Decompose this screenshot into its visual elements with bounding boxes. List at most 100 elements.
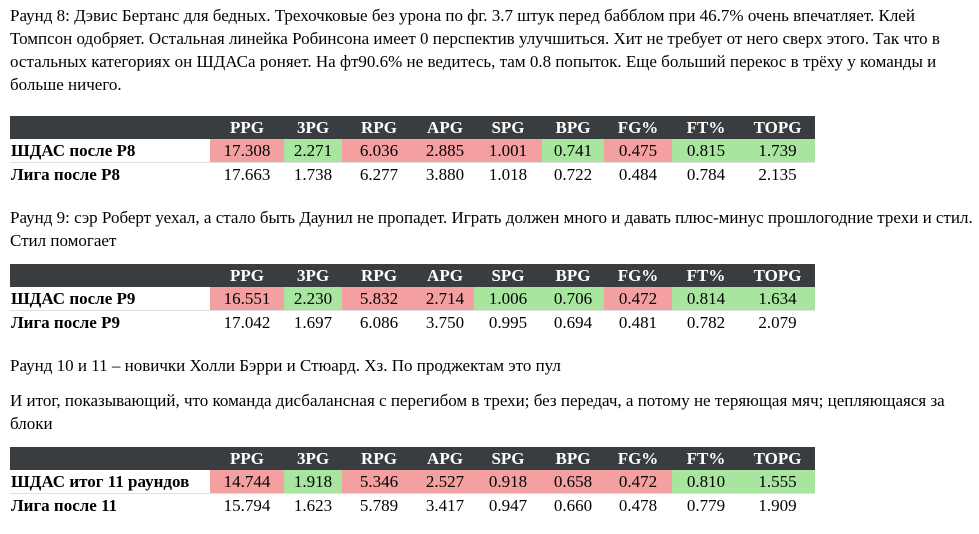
stat-cell: 0.722 [553,165,593,184]
league-row: Лига после Р9 17.042 1.697 6.086 3.750 0.995 0… [10,311,815,335]
stat-cell: 17.308 [210,139,284,163]
table-header-row: PPG 3PG RPG APG SPG BPG FG% FT% TOPG [10,116,815,139]
column-header: PPG [210,447,284,470]
stat-cell: 1.697 [293,313,333,332]
stat-cell: 1.739 [740,139,815,163]
stat-cell: 0.694 [553,313,593,332]
stats-table-1: PPG 3PG RPG APG SPG BPG FG% FT% TOPG ШДАС после Р… [10,116,815,186]
column-header: SPG [474,264,542,287]
row-label: ШДАС итог 11 раундов [10,470,210,494]
stat-cell: 5.346 [342,470,416,494]
stat-cell: 0.782 [686,313,726,332]
column-header: TOPG [740,264,815,287]
stat-cell: 0.779 [686,496,726,515]
stat-cell: 3.750 [425,313,465,332]
stat-cell: 2.230 [284,287,342,311]
column-header: FT% [672,447,740,470]
stat-cell: 2.714 [416,287,474,311]
column-header: FG% [604,447,672,470]
column-header: APG [416,447,474,470]
stat-cell: 1.909 [758,496,797,515]
paragraph-round-8: Раунд 8: Дэвис Бертанс для бедных. Трехо… [10,6,940,94]
row-label: Лига после Р9 [11,313,120,332]
stat-cell: 1.018 [488,165,528,184]
stat-cell: 0.472 [604,287,672,311]
stat-cell: 0.475 [604,139,672,163]
league-row: Лига после Р8 17.663 1.738 6.277 3.880 1.018 0… [10,163,815,187]
stat-cell: 0.660 [553,496,593,515]
stat-cell: 2.271 [284,139,342,163]
column-header: FG% [604,264,672,287]
stat-cell: 15.794 [223,496,271,515]
stat-cell: 1.006 [474,287,542,311]
column-header: RPG [342,264,416,287]
stat-cell: 0.814 [672,287,740,311]
stat-cell: 3.417 [425,496,465,515]
column-header: PPG [210,264,284,287]
row-label: Лига после Р8 [11,165,120,184]
stat-cell: 0.784 [686,165,726,184]
paragraph-summary: И итог, показывающий, что команда дисбал… [10,391,945,433]
table-header-row: PPG 3PG RPG APG SPG BPG FG% FT% TOPG [10,447,815,470]
header-blank-cell [10,447,210,470]
stat-cell: 5.832 [342,287,416,311]
stat-cell: 6.277 [359,165,399,184]
stat-cell: 5.789 [359,496,399,515]
league-row: Лига после 11 15.794 1.623 5.789 3.417 0.947 0… [10,494,815,518]
column-header: TOPG [740,116,815,139]
column-header: FG% [604,116,672,139]
column-header: SPG [474,447,542,470]
stat-cell: 16.551 [210,287,284,311]
stat-cell: 0.472 [604,470,672,494]
stat-cell: 17.042 [223,313,271,332]
column-header: APG [416,264,474,287]
column-header: SPG [474,116,542,139]
stat-cell: 1.738 [293,165,333,184]
column-header: BPG [542,116,604,139]
row-label: ШДАС после Р9 [10,287,210,311]
column-header: 3PG [284,264,342,287]
stat-cell: 6.086 [359,313,399,332]
stat-cell: 1.634 [740,287,815,311]
column-header: BPG [542,264,604,287]
stat-cell: 0.741 [542,139,604,163]
header-blank-cell [10,116,210,139]
column-header: FT% [672,116,740,139]
stat-cell: 0.810 [672,470,740,494]
stat-cell: 1.001 [474,139,542,163]
stat-cell: 0.481 [618,313,658,332]
row-label: Лига после 11 [11,496,118,515]
column-header: FT% [672,264,740,287]
stat-cell: 14.744 [210,470,284,494]
stat-cell: 1.555 [740,470,815,494]
stat-cell: 2.079 [758,313,797,332]
header-blank-cell [10,264,210,287]
stat-cell: 1.623 [293,496,333,515]
team-row: ШДАС после Р8 17.308 2.271 6.036 2.885 1.001 0… [10,139,815,163]
stat-cell: 0.478 [618,496,658,515]
stat-cell: 2.527 [416,470,474,494]
stats-table-2: PPG 3PG RPG APG SPG BPG FG% FT% TOPG ШДАС после Р… [10,264,815,334]
stat-cell: 6.036 [342,139,416,163]
stat-cell: 0.484 [618,165,658,184]
stat-cell: 2.135 [758,165,797,184]
stat-cell: 2.885 [416,139,474,163]
table-header-row: PPG 3PG RPG APG SPG BPG FG% FT% TOPG [10,264,815,287]
column-header: BPG [542,447,604,470]
stat-cell: 1.918 [284,470,342,494]
column-header: TOPG [740,447,815,470]
row-label: ШДАС после Р8 [10,139,210,163]
stat-cell: 0.947 [488,496,528,515]
team-row: ШДАС после Р9 16.551 2.230 5.832 2.714 1.006 0… [10,287,815,311]
column-header: 3PG [284,116,342,139]
column-header: APG [416,116,474,139]
column-header: RPG [342,447,416,470]
column-header: 3PG [284,447,342,470]
stat-cell: 17.663 [223,165,271,184]
stats-table-3: PPG 3PG RPG APG SPG BPG FG% FT% TOPG ШДАС итог 11… [10,447,815,517]
stat-cell: 0.658 [542,470,604,494]
stat-cell: 0.815 [672,139,740,163]
column-header: PPG [210,116,284,139]
stat-cell: 3.880 [425,165,465,184]
